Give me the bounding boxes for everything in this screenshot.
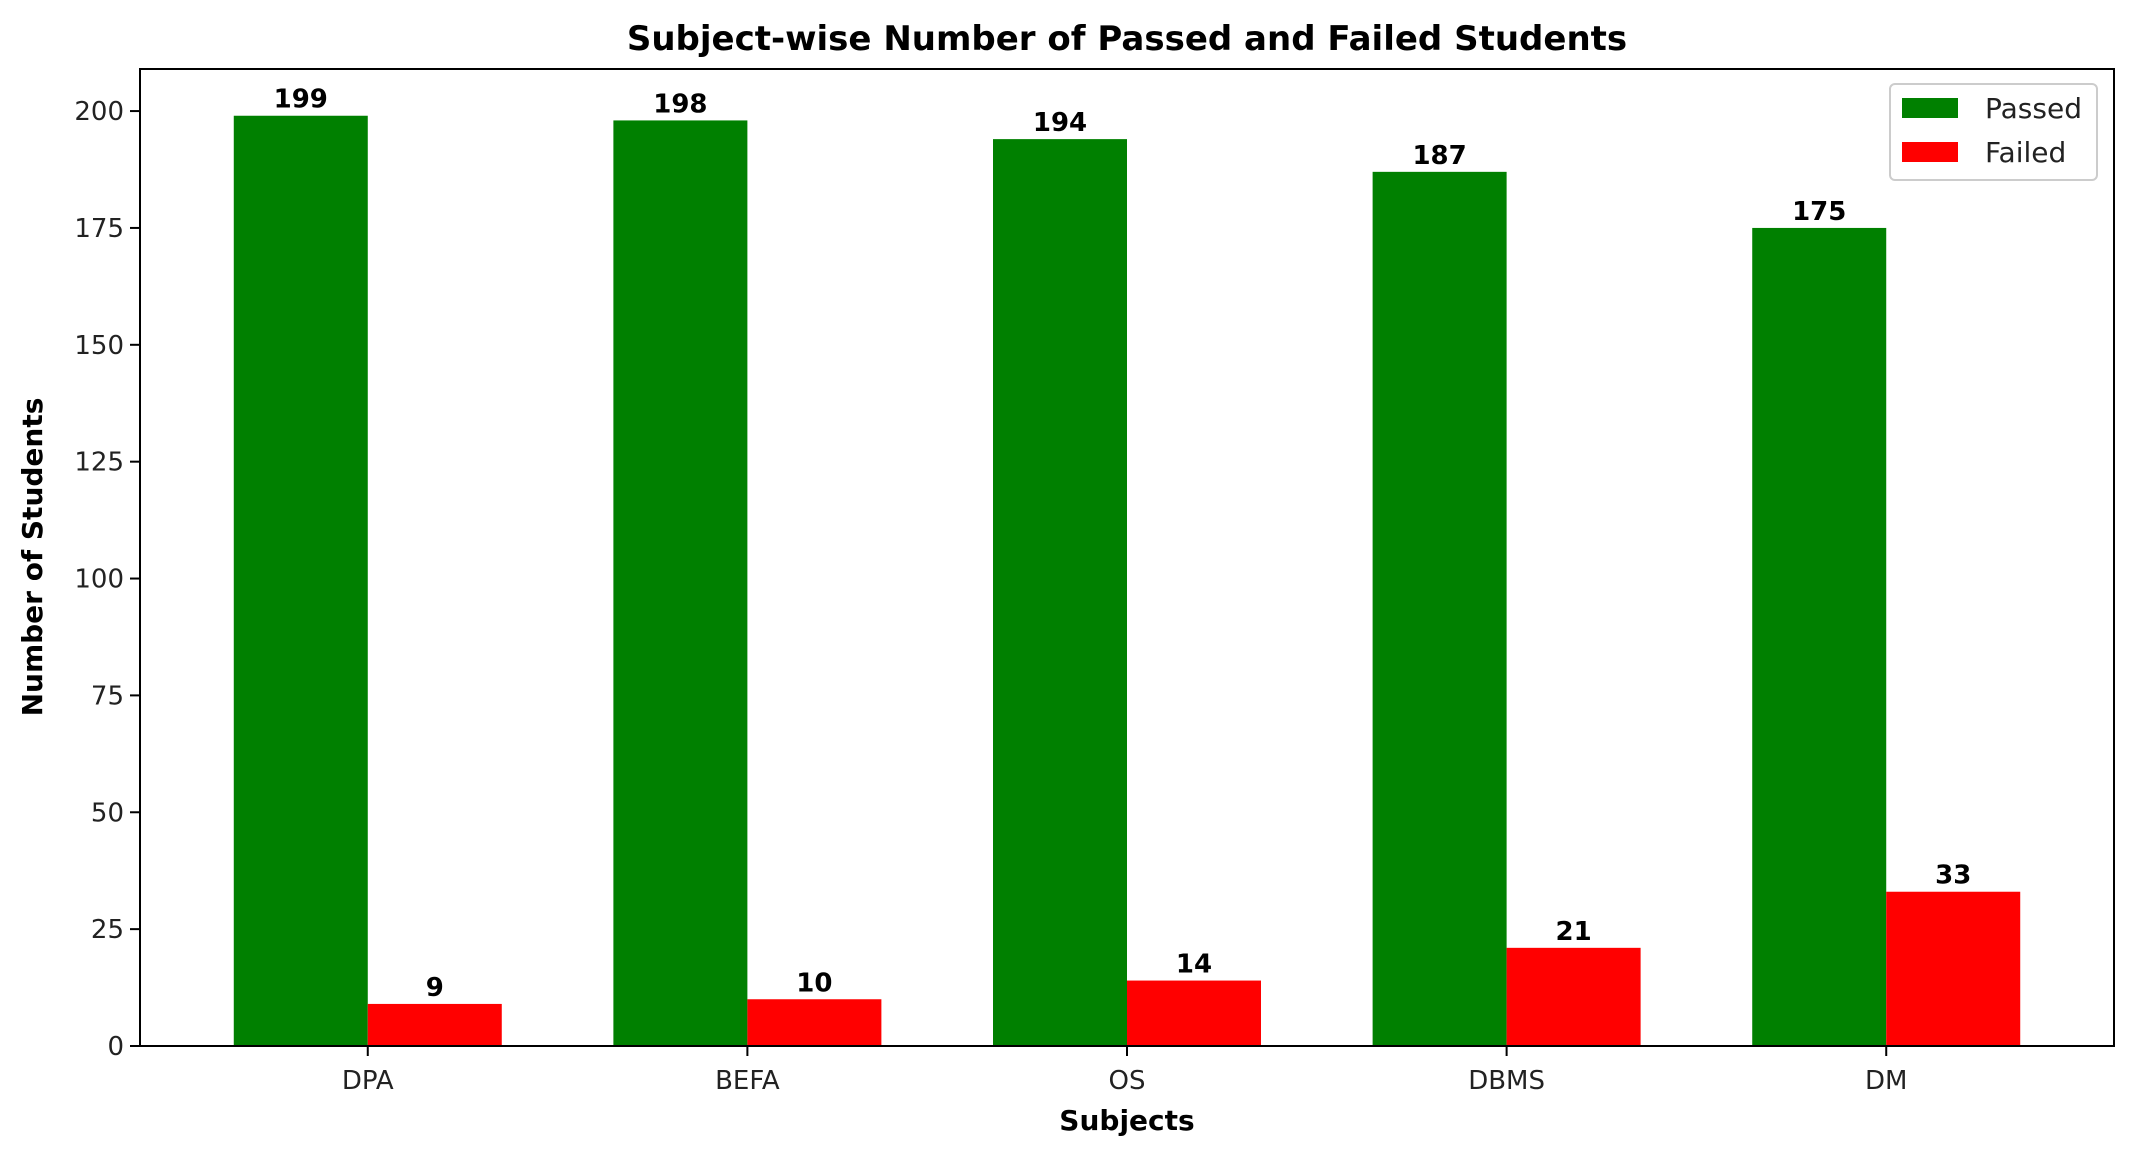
data-label-passed-dm: 175: [1792, 197, 1846, 227]
y-tick-label: 100: [74, 565, 124, 595]
bar-failed-os: [1127, 980, 1261, 1046]
bar-passed-dm: [1752, 227, 1887, 1046]
data-label-passed-befa: 198: [653, 89, 707, 119]
x-tick-label-befa: BEFA: [715, 1066, 780, 1096]
data-label-passed-dbms: 187: [1412, 141, 1466, 171]
y-tick-label: 125: [74, 448, 124, 478]
data-label-failed-befa: 10: [796, 968, 832, 998]
legend-label-passed: Passed: [1985, 92, 2082, 125]
data-label-failed-dm: 33: [1935, 861, 1971, 891]
y-tick-label: 175: [74, 214, 124, 244]
y-tick-label: 200: [74, 97, 124, 127]
data-label-passed-dpa: 199: [274, 85, 328, 115]
bar-passed-befa: [613, 120, 748, 1047]
x-tick-label-dm: DM: [1865, 1066, 1907, 1096]
data-label-failed-os: 14: [1176, 950, 1212, 980]
y-tick-label: 50: [91, 798, 124, 828]
y-tick-label: 0: [107, 1032, 124, 1062]
data-label-failed-dbms: 21: [1556, 917, 1592, 947]
legend: Passed Failed: [1889, 83, 2098, 181]
chart-title: Subject-wise Number of Passed and Failed…: [627, 19, 1627, 59]
x-tick-label-dbms: DBMS: [1468, 1066, 1545, 1096]
legend-label-failed: Failed: [1985, 136, 2066, 169]
bar-passed-dbms: [1372, 171, 1507, 1046]
bar-passed-dpa: [233, 115, 368, 1047]
y-axis-label: Number of Students: [16, 398, 49, 717]
data-label-passed-os: 194: [1033, 108, 1087, 138]
y-tick-label: 75: [91, 681, 124, 711]
x-tick-label-os: OS: [1109, 1066, 1146, 1096]
plot-area: 199 198 194 187 175 9 10 14 21 33 0 25 50 75 100 125 150…: [74, 68, 2115, 1096]
bar-passed-os: [993, 139, 1127, 1046]
data-label-failed-dpa: 9: [426, 973, 444, 1003]
y-tick-label: 150: [74, 331, 124, 361]
bar-failed-befa: [747, 999, 882, 1046]
x-axis-label: Subjects: [1059, 1104, 1194, 1137]
x-tick-label-dpa: DPA: [342, 1066, 394, 1096]
y-tick-label: 25: [91, 915, 124, 945]
legend-swatch-passed: [1902, 98, 1958, 118]
bar-failed-dm: [1886, 891, 2021, 1046]
bar-failed-dpa: [367, 1003, 502, 1046]
bar-failed-dbms: [1506, 947, 1641, 1046]
legend-swatch-failed: [1902, 142, 1958, 162]
